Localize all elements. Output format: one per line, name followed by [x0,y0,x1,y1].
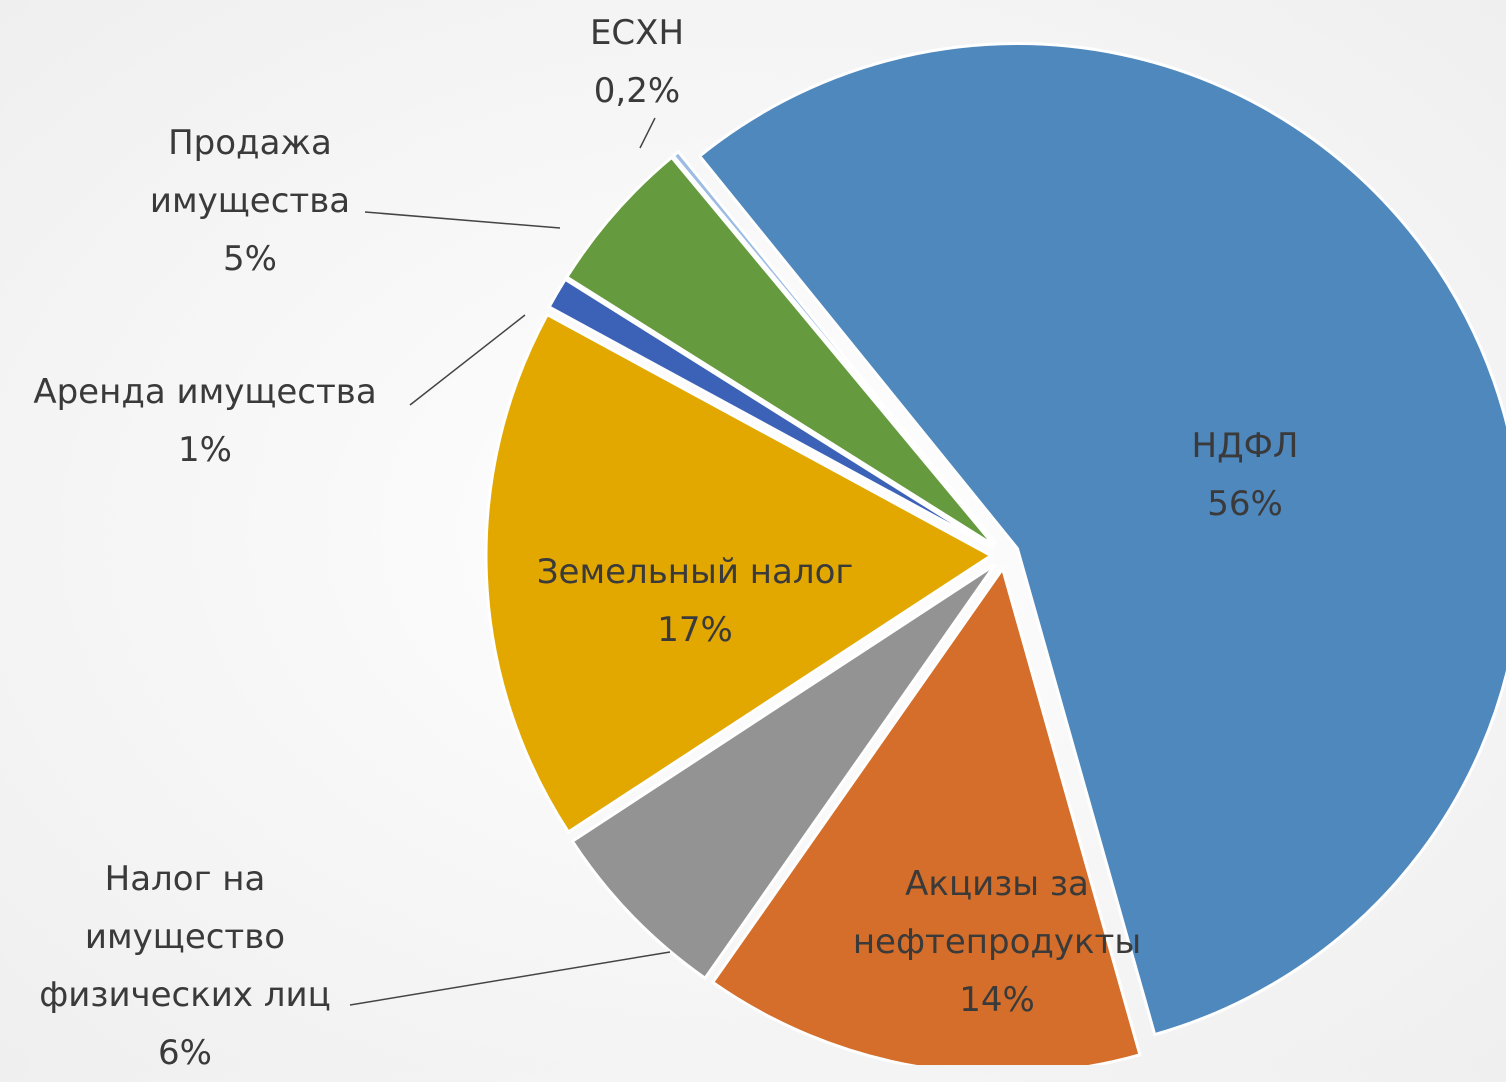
value-label: 5% [223,239,277,279]
category-label: Аренда имущества [33,372,377,412]
pie-slice [697,42,1506,1037]
leader-line [409,314,526,406]
value-label: 56% [1207,484,1283,524]
leader-line [349,951,671,1006]
slice-label: Акцизы за нефтепродукты 14% [832,855,1162,1029]
slice-label: Продажа имущества 5% [120,114,380,288]
slice-label: Аренда имущества 1% [0,363,425,479]
value-label: 0,2% [593,71,681,111]
category-label: НДФЛ [1191,426,1299,466]
value-label: 17% [657,610,733,650]
slice-label: НДФЛ 56% [1095,417,1395,533]
pie-slice [710,565,1142,1065]
value-label: 14% [959,980,1035,1020]
pie-slice [671,149,998,546]
pie-slice [570,563,997,981]
category-label: ЕСХН [589,13,685,53]
category-label: Акцизы за нефтепродукты [852,864,1142,962]
leader-line [364,211,561,229]
leader-line [639,117,656,149]
pie-slice [484,312,994,835]
category-label: Продажа имущества [149,123,351,221]
category-label: Земельный налог [536,552,854,592]
value-label: 6% [158,1033,212,1073]
slice-label: ЕСХН 0,2% [537,4,737,120]
slice-label: Налог на имущество физических лиц 6% [15,850,355,1082]
pie-slice [547,277,994,550]
category-label: Налог на имущество физических лиц [39,859,331,1015]
pie-slice [564,155,996,548]
slice-label: Земельный налог 17% [485,543,905,659]
value-label: 1% [178,430,232,470]
